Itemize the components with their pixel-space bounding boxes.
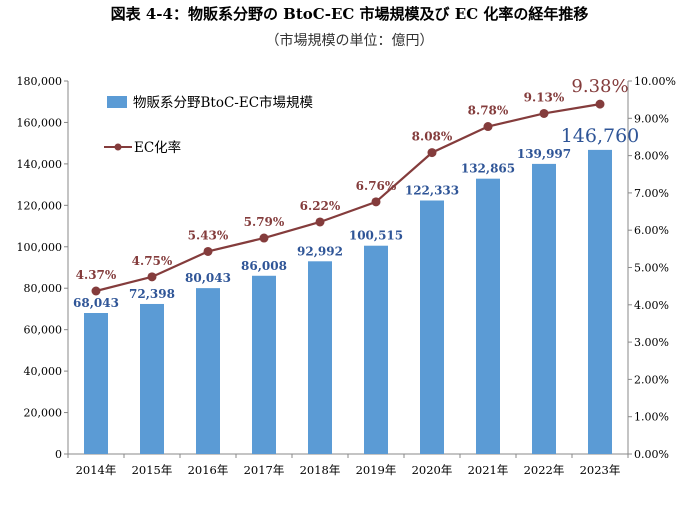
y-right-tick-label: 6.00% [634, 224, 669, 237]
bar [476, 178, 500, 454]
ec-rate-point [539, 108, 549, 118]
y-right-tick-label: 9.00% [634, 112, 669, 125]
bar [532, 163, 556, 454]
y-right-tick-label: 3.00% [634, 336, 669, 349]
bar [84, 312, 108, 454]
y-left-tick-label: 120,000 [17, 199, 63, 212]
data-labels: 68,043 72,398 80,043 86,008 92,992 100,515 122… [73, 76, 639, 310]
y-right-tick-label: 2.00% [634, 373, 669, 386]
bar-value-label: 68,043 [73, 296, 119, 310]
ec-rate-value-label: 4.75% [132, 254, 173, 268]
ec-rate-value-label: 5.43% [188, 228, 229, 242]
y-left-tick-label: 180,000 [17, 75, 63, 88]
bar-value-label: 86,008 [241, 259, 287, 273]
ec-rate-value-label: 6.22% [300, 199, 341, 213]
ec-rate-value-label: 5.79% [244, 215, 285, 229]
ec-rate-value-label: 6.76% [356, 179, 397, 193]
ec-rate-point [259, 233, 269, 243]
y-left-tick-label: 160,000 [17, 116, 63, 129]
bar-value-label: 146,760 [561, 125, 640, 147]
ec-rate-value-label: 4.37% [76, 268, 117, 282]
bar [420, 200, 444, 454]
bar [252, 275, 276, 454]
bar-value-label: 72,398 [129, 287, 175, 301]
bar [364, 245, 388, 454]
y-right-tick-label: 4.00% [634, 299, 669, 312]
bar-value-label: 139,997 [517, 147, 571, 161]
x-tick-label: 2015年 [132, 463, 173, 477]
legend-line-label: EC化率 [134, 139, 181, 156]
x-tick-label: 2022年 [524, 463, 565, 477]
ec-rate-value-label: 9.13% [524, 90, 565, 104]
y-right-tick-label: 1.00% [634, 411, 669, 424]
ec-rate-point [203, 246, 213, 256]
bar [308, 261, 332, 454]
ec-rate-line [95, 103, 601, 293]
ec-rate-point [315, 217, 325, 227]
legend-line-marker [114, 143, 122, 151]
ec-rate-value-label: 9.38% [571, 76, 628, 97]
x-tick-label: 2016年 [188, 463, 229, 477]
ec-rate-point [483, 122, 493, 132]
ec-rate-point [91, 286, 101, 296]
y-right-tick-label: 8.00% [634, 150, 669, 163]
ec-rate-value-label: 8.08% [412, 130, 453, 144]
y-right-tick-label: 0.00% [634, 448, 669, 461]
ec-rate-point [147, 272, 157, 282]
y-left-tick-label: 140,000 [17, 158, 63, 171]
y-left-tick-label: 80,000 [24, 282, 63, 295]
line-series [91, 99, 605, 296]
ec-rate-point [427, 148, 437, 158]
chart-axes: 0 20,000 40,000 60,000 80,000 100,000 120,000 1… [17, 75, 676, 477]
y-left-tick-label: 100,000 [17, 241, 63, 254]
chart-title: 図表 4-4：物販系分野の BtoC-EC 市場規模及び EC 化率の経年推移 [110, 5, 589, 23]
y-left-tick-label: 0 [55, 448, 62, 461]
bar [196, 288, 220, 454]
bar-value-label: 92,992 [297, 244, 343, 258]
ec-rate-point [595, 99, 605, 109]
y-right-tick-label: 7.00% [634, 187, 669, 200]
x-tick-label: 2020年 [412, 463, 453, 477]
legend-bar-swatch [107, 96, 127, 108]
chart-legend: 物販系分野BtoC-EC市場規模 EC化率 [104, 94, 314, 156]
bar [588, 149, 612, 454]
ec-rate-value-label: 8.78% [468, 104, 509, 118]
x-tick-label: 2023年 [580, 463, 621, 477]
bar-value-label: 80,043 [185, 271, 231, 285]
x-tick-label: 2014年 [76, 463, 117, 477]
chart-subtitle: （市場規模の単位：億円） [265, 33, 434, 49]
x-tick-label: 2019年 [356, 463, 397, 477]
y-right-tick-label: 10.00% [634, 75, 676, 88]
legend-bar-label: 物販系分野BtoC-EC市場規模 [133, 94, 314, 111]
x-tick-label: 2017年 [244, 463, 285, 477]
x-tick-label: 2021年 [468, 463, 509, 477]
y-left-tick-label: 40,000 [24, 365, 63, 378]
x-tick-label: 2018年 [300, 463, 341, 477]
bar-value-label: 132,865 [461, 162, 515, 176]
ec-rate-point [371, 197, 381, 207]
bar [140, 303, 164, 454]
bar-value-label: 122,333 [405, 183, 459, 197]
bar-value-label: 100,515 [349, 229, 403, 243]
y-left-tick-label: 60,000 [24, 324, 63, 337]
bar-series [84, 149, 612, 454]
y-right-tick-label: 5.00% [634, 262, 669, 275]
y-left-tick-label: 20,000 [24, 407, 63, 420]
